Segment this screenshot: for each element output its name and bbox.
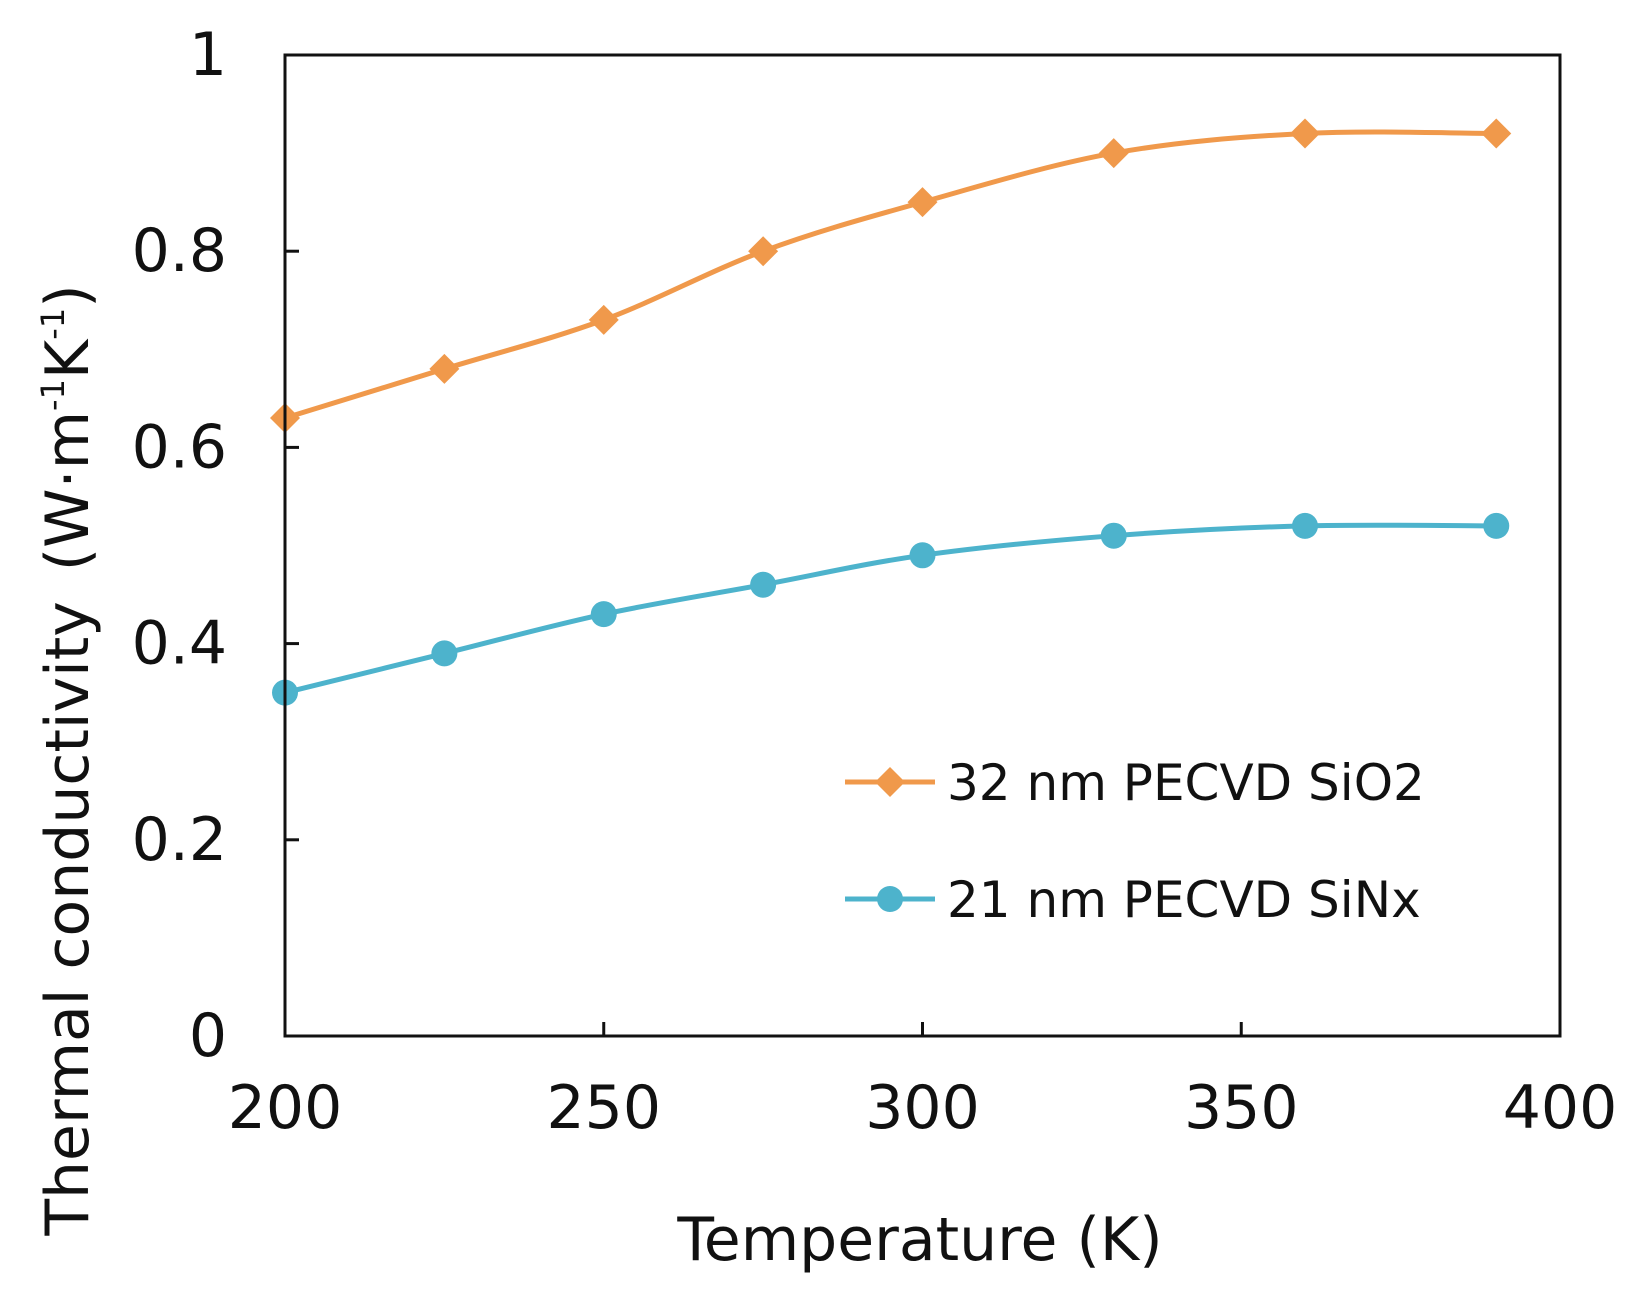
data-point (1483, 512, 1510, 539)
legend-item: 21 nm PECVD SiNx (845, 871, 1421, 929)
legend: 32 nm PECVD SiO2 21 nm PECVD SiNx (845, 754, 1425, 929)
legend-item: 32 nm PECVD SiO2 (845, 754, 1425, 812)
series-1 (270, 118, 1512, 433)
plot-area-frame (283, 53, 1562, 1038)
x-tick-label: 200 (228, 1073, 343, 1143)
data-point (1292, 512, 1318, 539)
y-tick-labels: 0 0.2 0.4 0.6 0.8 1 (132, 20, 227, 1071)
x-tick-label: 400 (1503, 1073, 1618, 1143)
x-tick-labels: 200 250 300 350 400 (228, 1073, 1618, 1143)
series-line (284, 522, 1497, 696)
data-point (590, 601, 617, 628)
y-axis-title-main: Thermal conductivity (33, 601, 103, 1236)
y-tick-label: 0.6 (132, 412, 227, 482)
data-point (1100, 522, 1127, 549)
x-tick-label: 300 (865, 1073, 980, 1143)
legend-marker (877, 886, 903, 912)
data-point (748, 236, 779, 267)
y-axis-unit-mid: K (33, 338, 103, 379)
series-line (284, 129, 1497, 421)
data-point (907, 187, 938, 218)
y-axis-unit-suffix: ) (33, 284, 103, 307)
y-axis-title: Thermal conductivity(W·m-1K-1) (33, 284, 103, 1236)
y-axis-unit-exp2: -1 (34, 308, 72, 340)
y-tick-label: 0.2 (132, 805, 227, 875)
y-axis-unit-prefix: (W·m (33, 411, 103, 571)
x-axis-title: Temperature (K) (676, 1205, 1162, 1275)
y-tick-label: 0.4 (132, 609, 227, 679)
y-tick-label: 0.8 (132, 216, 227, 286)
y-tick-label: 1 (189, 20, 227, 90)
data-point (1098, 138, 1129, 169)
legend-label: 32 nm PECVD SiO2 (947, 754, 1425, 812)
data-point (1481, 118, 1512, 149)
data-point (431, 640, 458, 667)
x-tick-label: 250 (546, 1073, 661, 1143)
legend-marker (875, 767, 905, 797)
y-tick-label: 0 (189, 1001, 227, 1071)
data-point (429, 353, 460, 384)
y-axis-unit-exp1: -1 (34, 379, 72, 411)
data-point (1290, 118, 1320, 149)
x-tick-label: 350 (1184, 1073, 1299, 1143)
data-point (750, 571, 777, 598)
data-point (909, 542, 936, 569)
series-layer (270, 118, 1512, 706)
legend-label: 21 nm PECVD SiNx (947, 871, 1421, 929)
data-point (588, 304, 619, 335)
series-2 (272, 512, 1510, 706)
